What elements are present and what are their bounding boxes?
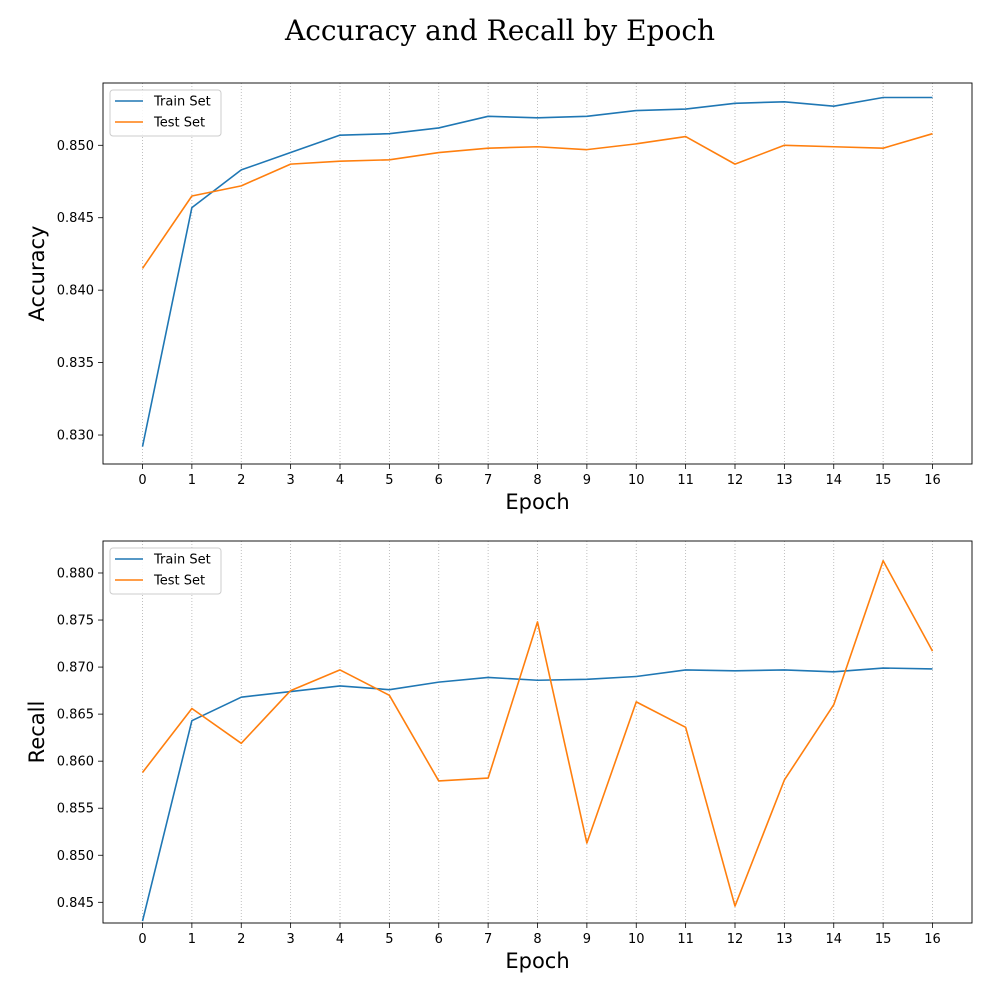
y-tick-label: 0.840: [57, 284, 94, 299]
x-tick-label: 16: [924, 473, 941, 488]
y-tick-label: 0.850: [57, 139, 94, 154]
y-axis-label: Recall: [25, 701, 49, 764]
y-tick-label: 0.880: [57, 566, 94, 581]
series-line-train: [141, 96, 933, 447]
legend: Train Set Test Set: [109, 89, 222, 137]
figure-title: Accuracy and Recall by Epoch: [284, 14, 716, 47]
x-tick-label: 11: [677, 473, 694, 488]
x-tick-label: 14: [825, 932, 842, 947]
x-tick-label: 6: [435, 932, 443, 947]
x-tick-label: 15: [875, 932, 892, 947]
x-axis-label: Epoch: [505, 490, 569, 514]
x-tick-label: 12: [727, 932, 744, 947]
x-tick-label: 1: [188, 473, 196, 488]
x-tick-label: 13: [776, 932, 793, 947]
x-tick-label: 5: [385, 473, 393, 488]
x-tick-label: 10: [628, 473, 645, 488]
y-tick-label: 0.835: [57, 356, 94, 371]
y-tick-label: 0.860: [57, 755, 94, 770]
x-axis-label: Epoch: [505, 949, 569, 973]
legend-label: Test Set: [153, 574, 205, 589]
y-tick-label: 0.870: [57, 661, 94, 676]
x-tick-label: 7: [484, 932, 492, 947]
x-tick-label: 10: [628, 932, 645, 947]
series-line-test: [141, 559, 934, 907]
y-tick-label: 0.865: [57, 708, 94, 723]
x-tick-label: 8: [533, 473, 541, 488]
x-tick-label: 8: [533, 932, 541, 947]
y-tick-label: 0.850: [57, 849, 94, 864]
x-tick-label: 1: [188, 932, 196, 947]
recall-chart: 0 1 2 3 4 5 6 7 8 9 10 11 12 13 14 15 160.8450.8500.8550…: [25, 540, 973, 973]
x-tick-label: 9: [583, 473, 591, 488]
x-tick-label: 16: [924, 932, 941, 947]
y-tick-label: 0.875: [57, 614, 94, 629]
legend: Train Set Test Set: [109, 547, 222, 595]
x-tick-label: 15: [875, 473, 892, 488]
x-tick-label: 5: [385, 932, 393, 947]
y-tick-label: 0.845: [57, 896, 94, 911]
legend-label: Train Set: [153, 553, 211, 568]
legend-label: Test Set: [153, 116, 205, 131]
x-tick-label: 3: [286, 932, 294, 947]
x-tick-label: 11: [677, 932, 694, 947]
x-tick-label: 2: [237, 473, 245, 488]
x-tick-label: 12: [727, 473, 744, 488]
series-line-test: [141, 132, 933, 269]
legend-label: Train Set: [153, 95, 211, 110]
x-tick-label: 3: [286, 473, 294, 488]
series-line-train: [141, 667, 933, 922]
x-tick-label: 7: [484, 473, 492, 488]
x-tick-label: 0: [138, 473, 146, 488]
x-tick-label: 4: [336, 932, 344, 947]
x-tick-label: 2: [237, 932, 245, 947]
y-tick-label: 0.845: [57, 211, 94, 226]
y-tick-label: 0.855: [57, 802, 94, 817]
x-tick-label: 4: [336, 473, 344, 488]
x-tick-label: 14: [825, 473, 842, 488]
x-tick-label: 13: [776, 473, 793, 488]
x-tick-label: 6: [435, 473, 443, 488]
accuracy-chart: 0 1 2 3 4 5 6 7 8 9 10 11 12 13 14 15 160.8300.8350.8400…: [25, 82, 973, 514]
y-tick-label: 0.830: [57, 429, 94, 444]
x-tick-label: 0: [138, 932, 146, 947]
axes-frame: [102, 82, 973, 465]
y-axis-label: Accuracy: [25, 226, 49, 322]
axes-frame: [102, 540, 973, 924]
x-tick-label: 9: [583, 932, 591, 947]
